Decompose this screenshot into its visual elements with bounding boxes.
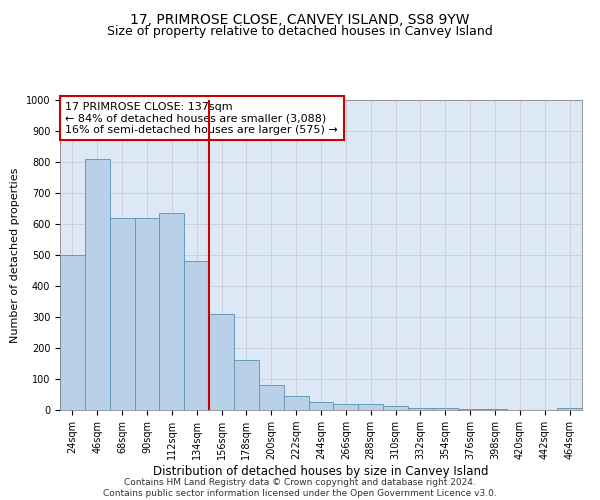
Bar bbox=[85, 159, 110, 410]
Bar bbox=[557, 408, 582, 410]
Bar bbox=[134, 218, 160, 410]
Bar bbox=[458, 409, 482, 410]
Bar bbox=[408, 408, 433, 410]
X-axis label: Distribution of detached houses by size in Canvey Island: Distribution of detached houses by size … bbox=[153, 465, 489, 478]
Bar bbox=[358, 404, 383, 410]
Text: Contains HM Land Registry data © Crown copyright and database right 2024.
Contai: Contains HM Land Registry data © Crown c… bbox=[103, 478, 497, 498]
Text: 17 PRIMROSE CLOSE: 137sqm
← 84% of detached houses are smaller (3,088)
16% of se: 17 PRIMROSE CLOSE: 137sqm ← 84% of detac… bbox=[65, 102, 338, 134]
Bar bbox=[284, 396, 308, 410]
Bar bbox=[209, 314, 234, 410]
Bar bbox=[433, 408, 458, 410]
Bar bbox=[334, 404, 358, 410]
Text: 17, PRIMROSE CLOSE, CANVEY ISLAND, SS8 9YW: 17, PRIMROSE CLOSE, CANVEY ISLAND, SS8 9… bbox=[130, 12, 470, 26]
Y-axis label: Number of detached properties: Number of detached properties bbox=[10, 168, 20, 342]
Bar bbox=[308, 402, 334, 410]
Bar bbox=[110, 218, 134, 410]
Text: Size of property relative to detached houses in Canvey Island: Size of property relative to detached ho… bbox=[107, 25, 493, 38]
Bar bbox=[259, 385, 284, 410]
Bar bbox=[160, 213, 184, 410]
Bar bbox=[383, 406, 408, 410]
Bar bbox=[234, 360, 259, 410]
Bar bbox=[184, 261, 209, 410]
Bar bbox=[60, 255, 85, 410]
